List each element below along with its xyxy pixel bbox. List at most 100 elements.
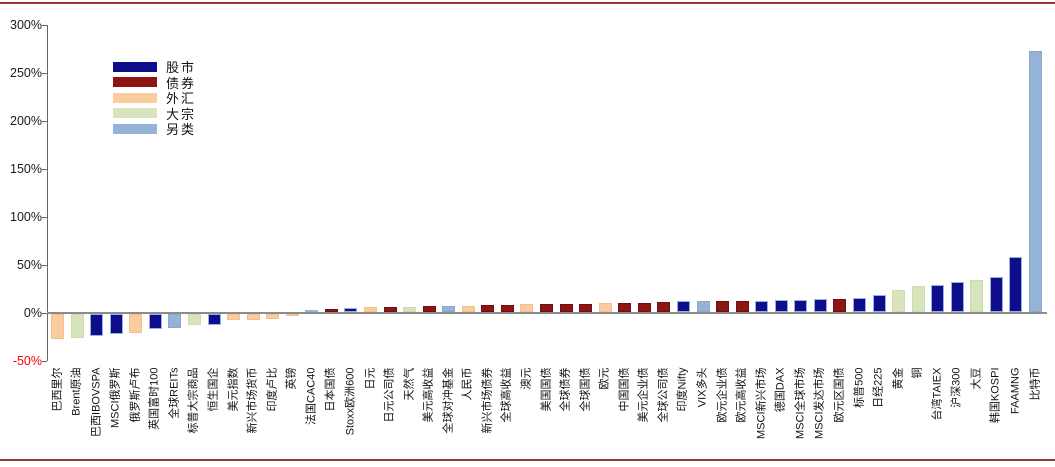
legend-swatch — [113, 123, 157, 134]
x-axis-label: 欧元区国债 — [833, 367, 846, 423]
x-axis-label: 天然气 — [403, 367, 416, 401]
y-tick-label: 300% — [10, 18, 42, 32]
bar-美元企业债 — [637, 302, 651, 312]
legend-item: 债券 — [113, 75, 196, 91]
bar-中国国债 — [618, 303, 632, 312]
bar-澳元 — [520, 304, 534, 312]
bar-标普大宗商品 — [187, 314, 201, 325]
bar-印度Nifty — [676, 301, 690, 312]
x-axis-label: 印度卢比 — [266, 367, 279, 412]
x-axis-label: 俄罗斯卢布 — [129, 367, 142, 423]
bar-美元指数 — [227, 314, 240, 321]
x-axis-label: 全球债券 — [559, 367, 572, 412]
x-axis-label: 德国DAX — [774, 367, 787, 413]
x-axis-label: 日经225 — [872, 367, 885, 408]
x-axis-label: 美元指数 — [227, 367, 239, 412]
bar-欧元 — [598, 303, 612, 312]
bar-日本国债 — [324, 308, 338, 312]
x-axis-label: MSCI新兴市场 — [755, 367, 768, 440]
x-axis-label: FAAMNG — [1009, 367, 1022, 414]
bar-比特币 — [1029, 50, 1042, 312]
bar-标普500 — [853, 297, 866, 312]
x-axis-label: Stoxx欧洲600 — [344, 367, 357, 436]
bar-全球国债 — [579, 303, 593, 312]
legend-label: 债券 — [166, 75, 197, 91]
bar-巴西里尔 — [51, 314, 64, 339]
legend-swatch — [113, 77, 157, 88]
legend-label: 另类 — [166, 122, 197, 138]
legend-swatch — [113, 92, 157, 103]
legend-swatch — [113, 61, 157, 72]
x-axis-label: 美元高收益 — [422, 367, 435, 423]
bar-欧元区国债 — [833, 298, 847, 312]
y-tick-mark — [42, 313, 47, 314]
bar-恒生国企 — [207, 314, 221, 325]
bar-全球REITs — [168, 314, 182, 329]
y-tick-mark — [42, 169, 47, 170]
bar-MSCI俄罗斯 — [109, 314, 123, 335]
bar-沪深300 — [950, 282, 964, 312]
bar-黄金 — [892, 289, 906, 312]
bottom-border-line — [0, 459, 1055, 461]
bar-全球对冲基金 — [442, 306, 456, 312]
bar-欧元高收益 — [735, 301, 749, 312]
legend-item: 大宗 — [113, 106, 196, 122]
bar-Stoxx欧洲600 — [344, 308, 358, 312]
x-axis-label: 台湾TAIEX — [931, 367, 944, 421]
x-axis-label: 澳元 — [520, 367, 533, 390]
x-axis-label: 韩国KOSPI — [989, 367, 1002, 424]
y-tick-label: 200% — [10, 114, 42, 128]
x-axis-label: 人民币 — [461, 367, 474, 401]
x-axis-label: 印度Nifty — [676, 367, 689, 412]
x-axis-label: 巴西里尔 — [51, 367, 63, 412]
bar-英国富时100 — [148, 314, 162, 330]
y-tick-mark — [42, 121, 47, 122]
chart-legend: 股市 债券 外汇 大宗 另类 — [113, 59, 196, 137]
legend-item: 另类 — [113, 121, 196, 137]
x-axis-label: 全球国债 — [579, 367, 592, 412]
bar-俄罗斯卢布 — [129, 314, 143, 334]
top-border-line — [0, 2, 1055, 4]
bar-MSCI发达市场 — [813, 298, 827, 312]
legend-label: 大宗 — [166, 106, 197, 122]
x-axis-label: MSCI俄罗斯 — [109, 367, 122, 429]
x-axis-label: 日元公司债 — [383, 367, 396, 423]
x-axis-label: 法国CAC40 — [305, 367, 318, 425]
bar-VIX多头 — [696, 301, 710, 312]
x-axis-label: 全球对冲基金 — [442, 367, 455, 434]
y-tick-mark — [42, 217, 47, 218]
x-axis-label: 铜 — [911, 367, 924, 379]
x-axis-label: 全球高收益 — [500, 367, 513, 423]
bar-FAAMNG — [1009, 257, 1023, 312]
bar-日经225 — [872, 294, 886, 312]
x-axis-label: 全球公司债 — [657, 367, 670, 423]
x-axis-label: 新兴市场货币 — [246, 367, 259, 434]
bar-韩国KOSPI — [989, 277, 1003, 312]
x-axis-label: 巴西IBOVSPA — [90, 367, 103, 437]
legend-swatch — [113, 108, 157, 119]
x-axis-label: MSCI发达市场 — [813, 367, 826, 440]
bar-大豆 — [970, 280, 984, 312]
bar-英镑 — [285, 314, 299, 316]
legend-label: 外汇 — [166, 91, 197, 107]
bar-全球高收益 — [500, 304, 514, 312]
x-axis-label: 比特币 — [1029, 367, 1041, 401]
legend-item: 外汇 — [113, 90, 196, 106]
y-tick-mark — [42, 25, 47, 26]
bar-欧元企业债 — [716, 301, 729, 312]
bar-印度卢比 — [266, 314, 280, 319]
bar-台湾TAIEX — [931, 285, 945, 312]
x-axis-label: 英镑 — [285, 367, 298, 390]
x-axis-label: 大豆 — [970, 367, 983, 390]
bar-人民币 — [461, 305, 475, 312]
y-tick-mark — [42, 361, 47, 362]
x-axis-label: 美国国债 — [540, 367, 552, 412]
bar-MSCI全球市场 — [794, 299, 808, 312]
x-axis-label: 欧元企业债 — [716, 367, 728, 423]
bar-新兴市场债券 — [481, 304, 495, 312]
x-axis-label: 全球REITs — [168, 367, 181, 419]
bar-全球公司债 — [657, 302, 671, 312]
y-tick-label: 100% — [10, 210, 42, 224]
x-axis-label: 标普大宗商品 — [187, 367, 200, 434]
